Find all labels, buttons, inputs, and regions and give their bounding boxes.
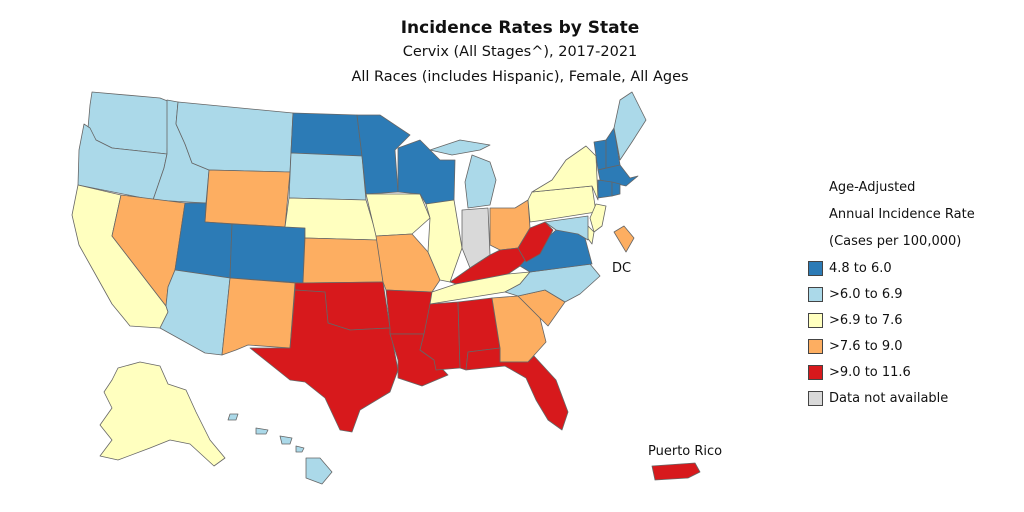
state-MO[interactable]	[375, 233, 441, 293]
legend-label: 4.8 to 6.0	[829, 260, 892, 276]
state-FL[interactable]	[465, 347, 569, 431]
state-WY[interactable]	[204, 169, 291, 228]
state-ND[interactable]	[290, 112, 363, 157]
state-NM[interactable]	[221, 277, 296, 356]
legend-swatch	[808, 286, 823, 302]
map-subtitle-site: Cervix (All Stages^), 2017-2021	[402, 44, 638, 60]
legend-item[interactable]: 4.8 to 6.0	[808, 255, 975, 281]
legend-label: >9.0 to 11.6	[829, 364, 911, 380]
legend-heading-2: Annual Incidence Rate	[829, 207, 975, 222]
state-MN[interactable]	[356, 114, 411, 195]
state-WV[interactable]	[517, 221, 554, 263]
legend-heading-1: Age-Adjusted	[829, 180, 916, 195]
map-title: Incidence Rates by State	[400, 18, 640, 38]
state-IA[interactable]	[365, 193, 431, 237]
map-subtitle-population: All Races (includes Hispanic), Female, A…	[351, 69, 689, 85]
legend-swatch	[808, 312, 823, 328]
state-NJ[interactable]	[589, 203, 607, 233]
legend-swatch	[808, 338, 823, 354]
legend-item[interactable]: >6.0 to 6.9	[808, 281, 975, 307]
state-DC[interactable]	[613, 225, 635, 253]
state-MT[interactable]	[175, 101, 294, 173]
legend-label: >7.6 to 9.0	[829, 338, 903, 354]
state-RI[interactable]	[611, 181, 621, 197]
legend-item[interactable]: >9.0 to 11.6	[808, 359, 975, 385]
state-ME[interactable]	[613, 91, 647, 161]
state-AK[interactable]	[99, 361, 226, 467]
state-MD[interactable]	[544, 215, 589, 241]
legend-label: >6.0 to 6.9	[829, 286, 903, 302]
state-NC[interactable]	[504, 263, 601, 303]
state-TX[interactable]	[249, 289, 399, 433]
state-AZ[interactable]	[159, 269, 231, 356]
legend-swatch	[808, 390, 823, 406]
legend-item[interactable]: >6.9 to 7.6	[808, 307, 975, 333]
legend-label: >6.9 to 7.6	[829, 312, 903, 328]
state-KS[interactable]	[302, 237, 384, 284]
dc-label: DC	[612, 261, 632, 276]
puerto-rico-label: Puerto Rico	[648, 444, 723, 459]
us-choropleth-map	[71, 91, 701, 485]
state-HI[interactable]	[227, 413, 333, 485]
state-MI[interactable]	[429, 139, 497, 209]
state-CO[interactable]	[229, 223, 306, 284]
map-legend: Age-Adjusted Annual Incidence Rate (Case…	[808, 174, 975, 411]
legend-swatch	[808, 364, 823, 380]
state-PR[interactable]	[651, 462, 701, 481]
legend-label: Data not available	[829, 390, 949, 406]
legend-heading-3: (Cases per 100,000)	[829, 234, 962, 249]
state-IL[interactable]	[425, 199, 463, 283]
legend-item[interactable]: >7.6 to 9.0	[808, 333, 975, 359]
state-SD[interactable]	[288, 152, 367, 201]
legend-swatch	[808, 260, 823, 276]
state-CT[interactable]	[597, 179, 613, 199]
state-NY[interactable]	[531, 145, 599, 201]
legend-item[interactable]: Data not available	[808, 385, 975, 411]
